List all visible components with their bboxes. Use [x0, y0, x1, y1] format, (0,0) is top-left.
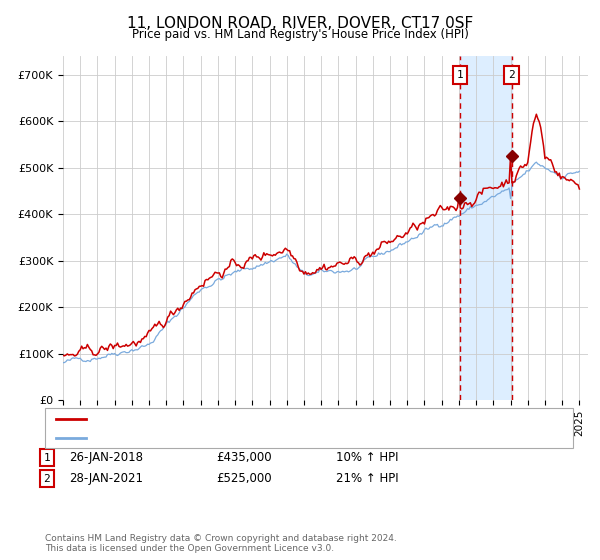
Text: £525,000: £525,000: [216, 472, 272, 486]
Text: 1: 1: [457, 69, 463, 80]
Text: 21% ↑ HPI: 21% ↑ HPI: [336, 472, 398, 486]
Text: 28-JAN-2021: 28-JAN-2021: [69, 472, 143, 486]
Text: 1: 1: [43, 452, 50, 463]
Bar: [460, 56, 512, 400]
Text: £435,000: £435,000: [216, 451, 272, 464]
Text: 2: 2: [508, 69, 515, 80]
Text: 11, LONDON ROAD, RIVER, DOVER, CT17 0SF: 11, LONDON ROAD, RIVER, DOVER, CT17 0SF: [127, 16, 473, 31]
Text: 11, LONDON ROAD, RIVER, DOVER, CT17 0SF (detached house): 11, LONDON ROAD, RIVER, DOVER, CT17 0SF …: [92, 414, 422, 424]
Text: 2: 2: [43, 474, 50, 484]
Text: 26-JAN-2018: 26-JAN-2018: [69, 451, 143, 464]
Text: Contains HM Land Registry data © Crown copyright and database right 2024.
This d: Contains HM Land Registry data © Crown c…: [45, 534, 397, 553]
Text: Price paid vs. HM Land Registry's House Price Index (HPI): Price paid vs. HM Land Registry's House …: [131, 28, 469, 41]
Text: HPI: Average price, detached house, Dover: HPI: Average price, detached house, Dove…: [92, 433, 316, 443]
Text: 10% ↑ HPI: 10% ↑ HPI: [336, 451, 398, 464]
